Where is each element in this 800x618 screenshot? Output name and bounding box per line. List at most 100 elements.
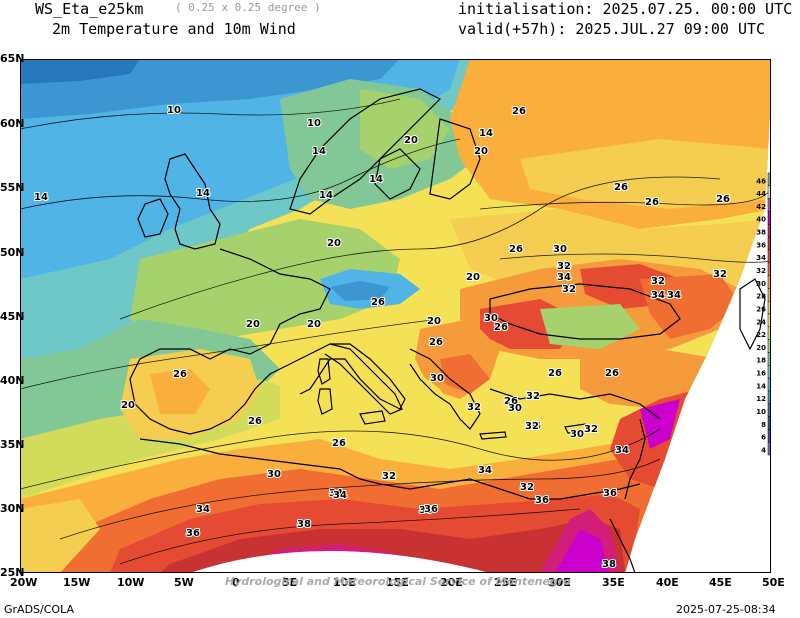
- lat-label-55n: 55N: [0, 181, 25, 194]
- colorbar-swatch: [767, 198, 771, 212]
- contour-label: 36: [535, 495, 549, 506]
- grid-resolution: ( 0.25 x 0.25 degree ): [175, 1, 321, 14]
- colorbar-value-label: 12: [756, 395, 766, 403]
- contour-label: 26: [645, 197, 659, 208]
- lon-label-45e: 45E: [709, 576, 732, 589]
- colorbar-swatch: [767, 224, 771, 238]
- lat-label-35n: 35N: [0, 438, 25, 451]
- contour-label: 26: [605, 368, 619, 379]
- lon-label-15e: 15E: [386, 576, 409, 589]
- contour-label: 26: [429, 337, 443, 348]
- contour-label: 26: [512, 106, 526, 117]
- lon-label-5e: 5E: [282, 576, 298, 589]
- contour-label: 32: [525, 421, 539, 432]
- contour-label: 34: [651, 290, 665, 301]
- colorbar-value-label: 34: [756, 254, 766, 262]
- model-name: WS_Eta_e25km: [35, 0, 144, 18]
- lon-label-35e: 35E: [602, 576, 625, 589]
- contour-label: 32: [651, 276, 665, 287]
- colorbar-value-label: 28: [756, 293, 766, 301]
- lon-label-0: 0: [232, 576, 240, 589]
- contour-label: 34: [333, 490, 347, 501]
- contour-label: 38: [602, 559, 616, 570]
- contour-label: 20: [427, 316, 441, 327]
- lon-label-10w: 10W: [117, 576, 145, 589]
- colorbar-swatch: [767, 275, 771, 289]
- colorbar-value-label: 46: [756, 177, 766, 185]
- contour-label: 26: [371, 297, 385, 308]
- lat-label-25n: 25N: [0, 566, 25, 579]
- temperature-map: 10 10 14 14 14 14 14 14 20 20 20 20 20 20 20 20 26 26 26 26…: [20, 59, 771, 573]
- colorbar-value-label: 44: [756, 190, 766, 198]
- contour-label: 26: [527, 421, 541, 432]
- lat-label-30n: 30N: [0, 502, 25, 515]
- credit-watermark: Hydrological and Meteorological Service …: [225, 575, 571, 588]
- contour-label: 20: [246, 319, 260, 330]
- colorbar-swatch: [767, 390, 771, 404]
- contour-label: 26: [504, 396, 518, 407]
- lon-label-15w: 15W: [63, 576, 91, 589]
- colorbar-swatch: [767, 352, 771, 366]
- contour-label: 30: [553, 244, 567, 255]
- lat-label-65n: 65N: [0, 52, 25, 65]
- valid-time: valid(+57h): 2025.JUL.27 09:00 UTC: [458, 20, 766, 38]
- contour-label: 14: [369, 174, 383, 185]
- colorbar-swatch: [767, 236, 771, 251]
- contour-label: 20: [466, 272, 480, 283]
- colorbar-value-label: 42: [756, 203, 766, 211]
- footer-software: GrADS/COLA: [4, 603, 74, 616]
- colorbar-value-label: 32: [756, 267, 766, 275]
- coastlines: [129, 88, 766, 573]
- contour-label: 20: [327, 238, 341, 249]
- colorbar-swatch: [767, 403, 771, 417]
- footer-timestamp: 2025-07-25-08:34: [676, 603, 776, 616]
- contour-label: 26: [494, 322, 508, 333]
- colorbar-swatch: [767, 441, 771, 456]
- contour-label: 30: [430, 373, 444, 384]
- lat-label-40n: 40N: [0, 374, 25, 387]
- colorbar-swatch: [767, 185, 771, 199]
- contour-label: 34: [196, 504, 210, 515]
- contour-label: 32: [562, 284, 576, 295]
- contour-label: 20: [474, 146, 488, 157]
- contour-label: 38: [20, 59, 34, 62]
- contour-label-layer: 10 10 14 14 14 14 14 14 20 20 20 20 20 20 20 20 26 26 26 26…: [20, 59, 731, 571]
- colorbar-value-label: 6: [761, 434, 766, 442]
- colorbar-value-label: 14: [756, 382, 766, 390]
- contour-label: 14: [34, 192, 48, 203]
- product-title: 2m Temperature and 10m Wind: [52, 20, 296, 38]
- colorbar-value-label: 40: [756, 216, 766, 224]
- contour-label: 30: [484, 313, 498, 324]
- lon-label-40e: 40E: [656, 576, 679, 589]
- lon-label-20e: 20E: [440, 576, 463, 589]
- contour-label: 26: [614, 182, 628, 193]
- contour-label: 34: [329, 488, 343, 499]
- contour-label: 14: [319, 190, 333, 201]
- colorbar-swatch: [767, 377, 771, 392]
- lon-label-5w: 5W: [174, 576, 194, 589]
- contour-label: 26: [248, 416, 262, 427]
- contour-label: 36: [419, 505, 433, 516]
- contour-label: 20: [307, 319, 321, 330]
- contour-lines: [20, 98, 771, 565]
- colorbar-value-label: 20: [756, 344, 766, 352]
- colorbar-swatch: [767, 172, 771, 187]
- contour-label: 34: [478, 465, 492, 476]
- contour-label: 36: [424, 504, 438, 515]
- contour-label: 38: [297, 519, 311, 530]
- colorbar-swatch: [767, 365, 771, 379]
- contour-label: 30: [570, 429, 584, 440]
- contour-label: 30: [525, 421, 539, 432]
- contour-label: 34: [667, 290, 681, 301]
- lat-label-50n: 50N: [0, 246, 25, 259]
- colorbar-value-label: 24: [756, 318, 766, 326]
- contour-label: 32: [584, 424, 598, 435]
- lon-label-25e: 25E: [494, 576, 517, 589]
- colorbar-swatch: [767, 288, 771, 302]
- colorbar-swatch: [767, 300, 771, 315]
- contour-label: 30: [508, 403, 522, 414]
- contour-label: 26: [509, 244, 523, 255]
- colorbar-swatch: [767, 416, 771, 430]
- colorbar-value-label: 36: [756, 241, 766, 249]
- contour-label: 26: [332, 438, 346, 449]
